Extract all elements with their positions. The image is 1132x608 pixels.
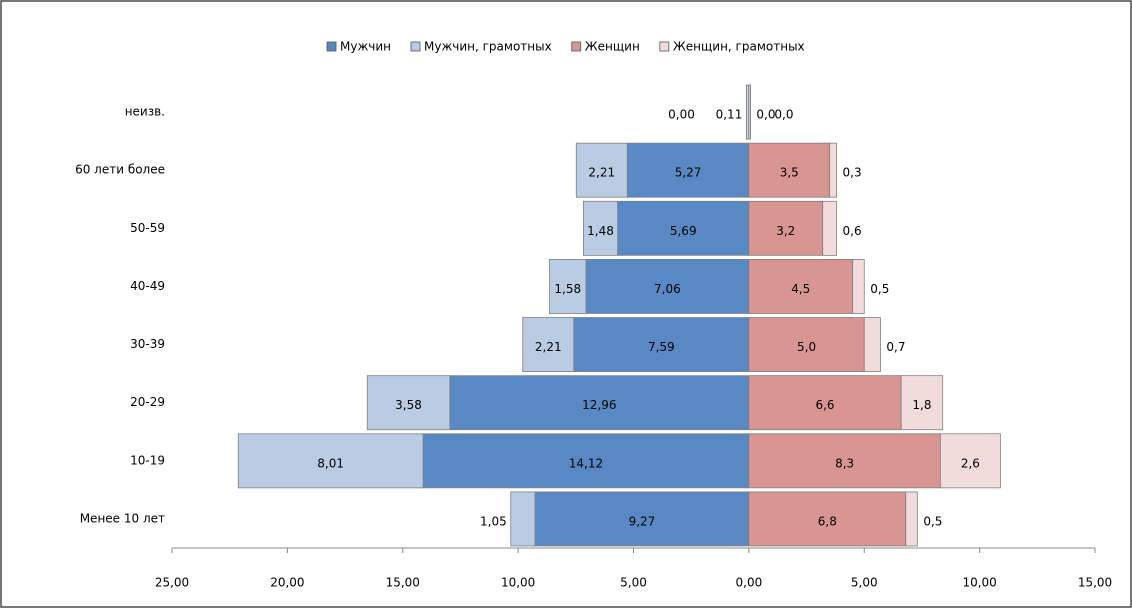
bar: [422, 433, 750, 489]
data-label: 0,5: [870, 282, 889, 296]
y-tick-label: 50-59: [130, 221, 165, 235]
data-label: 1,48: [587, 224, 614, 238]
bar: [852, 259, 865, 314]
data-label: 1,8: [912, 398, 931, 412]
x-tick-label: 0,00: [736, 576, 763, 590]
data-label: 3,2: [776, 224, 795, 238]
legend-label: Женщин, грамотных: [673, 40, 805, 54]
data-label: 3,58: [395, 398, 422, 412]
bar: [863, 317, 881, 372]
data-label: 0,11: [716, 108, 743, 122]
bar: [522, 317, 575, 372]
bar: [585, 259, 750, 314]
data-label: 5,0: [797, 340, 816, 354]
bar: [748, 317, 865, 372]
bar: [748, 84, 751, 140]
data-label: 8,01: [317, 456, 344, 470]
bar: [510, 491, 536, 547]
bar: [575, 142, 628, 198]
bar: [366, 375, 451, 431]
x-tick-label: 10,00: [501, 576, 535, 590]
bar: [900, 375, 944, 431]
data-label: 2,21: [588, 166, 615, 180]
data-label: 1,05: [480, 514, 507, 528]
data-label: 0,0: [774, 108, 793, 122]
bar: [237, 433, 424, 489]
data-label: 0,7: [886, 340, 905, 354]
bar: [748, 200, 824, 256]
data-label: 2,21: [535, 340, 562, 354]
legend-swatch: [659, 41, 670, 52]
x-tick-label: 25,00: [155, 576, 189, 590]
data-label: 0,0: [756, 108, 775, 122]
legend-swatch: [571, 41, 582, 52]
data-label: 14,12: [569, 456, 603, 470]
y-tick-label: 10-19: [130, 453, 165, 467]
y-tick-label: 40-49: [130, 279, 165, 293]
bar: [829, 142, 837, 198]
bar: [583, 200, 618, 256]
y-tick-label: 20-29: [130, 395, 165, 409]
bar: [939, 433, 1001, 489]
bar: [617, 200, 750, 256]
data-label: 9,27: [629, 514, 656, 528]
bar: [905, 491, 918, 547]
legend-swatch: [326, 41, 337, 52]
y-tick-label: неизв.: [125, 105, 165, 119]
bar: [822, 200, 837, 256]
data-label: 3,5: [780, 166, 799, 180]
data-label: 0,3: [843, 166, 862, 180]
data-label: 12,96: [582, 398, 616, 412]
data-label: 8,3: [835, 456, 854, 470]
data-label: 0,00: [668, 108, 695, 122]
x-tick-label: 15,00: [1078, 576, 1112, 590]
data-label: 6,6: [815, 398, 834, 412]
data-label: 5,27: [675, 166, 702, 180]
legend-label: Мужчин: [340, 40, 391, 54]
data-label: 7,06: [654, 282, 681, 296]
y-tick-label: Менее 10 лет: [80, 511, 165, 525]
data-label: 5,69: [670, 224, 697, 238]
legend-swatch: [410, 41, 421, 52]
data-label: 6,8: [818, 514, 837, 528]
x-tick-label: 10,00: [962, 576, 996, 590]
x-tick-label: 15,00: [386, 576, 420, 590]
x-tick-label: 5,00: [620, 576, 647, 590]
bar: [748, 259, 854, 314]
data-label: 7,59: [648, 340, 675, 354]
data-label: 1,58: [554, 282, 581, 296]
bar: [748, 491, 907, 547]
x-tick-label: 5,00: [851, 576, 878, 590]
legend-label: Женщин: [585, 40, 640, 54]
data-label: 0,6: [843, 224, 862, 238]
legend-label: Мужчин, грамотных: [424, 40, 552, 54]
bar: [549, 259, 587, 314]
data-label: 0,5: [923, 514, 942, 528]
x-tick-label: 20,00: [270, 576, 304, 590]
y-tick-label: 30-39: [130, 337, 165, 351]
bar: [748, 433, 941, 489]
data-label: 4,5: [791, 282, 810, 296]
bar: [573, 317, 750, 372]
y-tick-label: 60 лети более: [75, 163, 165, 177]
data-label: 2,6: [961, 456, 980, 470]
bar: [748, 142, 831, 198]
